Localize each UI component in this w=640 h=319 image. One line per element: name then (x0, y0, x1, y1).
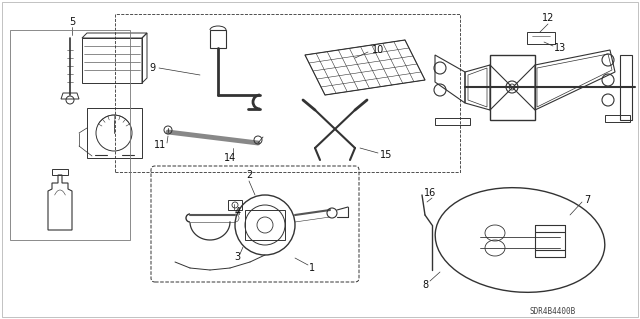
Bar (228, 200, 242, 210)
Text: 7: 7 (584, 195, 590, 205)
Bar (115, 14, 460, 172)
Text: 12: 12 (542, 13, 554, 23)
Text: 4: 4 (235, 207, 241, 217)
Bar (87, 108, 142, 158)
Text: 5: 5 (69, 17, 75, 27)
Bar (527, 32, 555, 44)
Bar (620, 55, 632, 120)
Text: 14: 14 (224, 153, 236, 163)
Text: 13: 13 (554, 43, 566, 53)
Bar (245, 210, 285, 240)
Text: 15: 15 (380, 150, 392, 160)
Text: 1: 1 (309, 263, 315, 273)
Text: 10: 10 (372, 45, 384, 55)
Text: 9: 9 (149, 63, 155, 73)
Text: 16: 16 (424, 188, 436, 198)
Bar (210, 30, 226, 48)
Text: 8: 8 (422, 280, 428, 290)
Text: SDR4B4400B: SDR4B4400B (530, 308, 576, 316)
Bar (490, 55, 535, 120)
Text: 2: 2 (246, 170, 252, 180)
Text: 3: 3 (234, 252, 240, 262)
Text: 11: 11 (154, 140, 166, 150)
